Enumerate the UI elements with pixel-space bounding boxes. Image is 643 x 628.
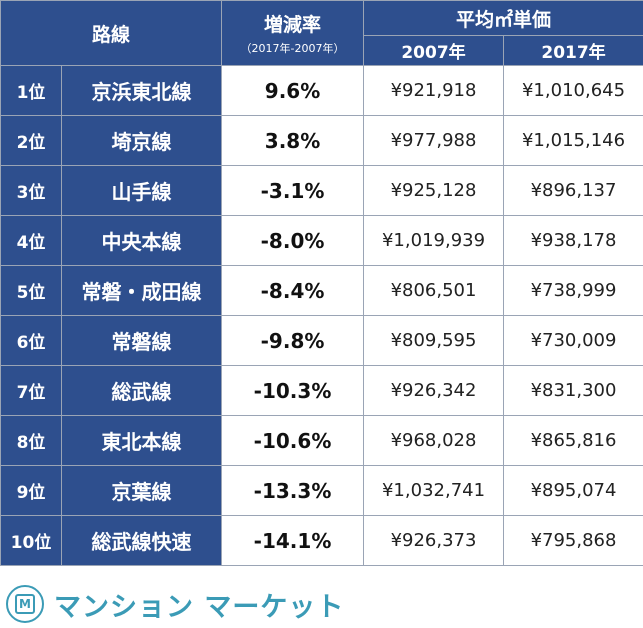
- rank-cell: 8位: [0, 415, 62, 466]
- price-2007-cell: ¥809,595: [363, 315, 505, 366]
- rank-cell: 7位: [0, 365, 62, 416]
- table-row: 10位 総武線快速 -14.1% ¥926,373 ¥795,868: [0, 515, 643, 566]
- price-2017-cell: ¥795,868: [503, 515, 643, 566]
- rank-cell: 10位: [0, 515, 62, 566]
- header-year-2017: 2017年: [503, 35, 643, 66]
- price-2017-cell: ¥730,009: [503, 315, 643, 366]
- header-line: 路線: [0, 0, 223, 66]
- price-2017-cell: ¥938,178: [503, 215, 643, 266]
- price-2017-cell: ¥865,816: [503, 415, 643, 466]
- header-rate-sub: （2017年-2007年）: [240, 42, 345, 55]
- line-name-cell: 山手線: [60, 165, 223, 216]
- rate-cell: -14.1%: [221, 515, 365, 566]
- rate-cell: -8.4%: [221, 265, 365, 316]
- ranking-table: 路線 増減率 （2017年-2007年） 平均㎡単価 2007年 2017年 1…: [0, 0, 643, 566]
- rate-cell: -9.8%: [221, 315, 365, 366]
- rate-cell: -3.1%: [221, 165, 365, 216]
- rate-cell: -10.6%: [221, 415, 365, 466]
- line-name-cell: 京葉線: [60, 465, 223, 516]
- table-row: 6位 常磐線 -9.8% ¥809,595 ¥730,009: [0, 315, 643, 366]
- table-row: 2位 埼京線 3.8% ¥977,988 ¥1,015,146: [0, 115, 643, 166]
- building-logo-icon: M: [6, 585, 44, 623]
- rate-cell: 9.6%: [221, 65, 365, 116]
- price-2017-cell: ¥738,999: [503, 265, 643, 316]
- rank-cell: 5位: [0, 265, 62, 316]
- table-row: 3位 山手線 -3.1% ¥925,128 ¥896,137: [0, 165, 643, 216]
- rate-cell: -8.0%: [221, 215, 365, 266]
- price-2017-cell: ¥1,010,645: [503, 65, 643, 116]
- line-name-cell: 中央本線: [60, 215, 223, 266]
- price-2007-cell: ¥925,128: [363, 165, 505, 216]
- line-name-cell: 総武線快速: [60, 515, 223, 566]
- header-avg-price: 平均㎡単価: [363, 0, 643, 36]
- table-row: 5位 常磐・成田線 -8.4% ¥806,501 ¥738,999: [0, 265, 643, 316]
- line-name-cell: 東北本線: [60, 415, 223, 466]
- line-name-cell: 総武線: [60, 365, 223, 416]
- rank-cell: 1位: [0, 65, 62, 116]
- table-row: 7位 総武線 -10.3% ¥926,342 ¥831,300: [0, 365, 643, 416]
- line-name-cell: 京浜東北線: [60, 65, 223, 116]
- price-2007-cell: ¥921,918: [363, 65, 505, 116]
- price-2017-cell: ¥1,015,146: [503, 115, 643, 166]
- price-2007-cell: ¥926,373: [363, 515, 505, 566]
- price-2017-cell: ¥831,300: [503, 365, 643, 416]
- price-2007-cell: ¥1,032,741: [363, 465, 505, 516]
- rate-cell: -10.3%: [221, 365, 365, 416]
- line-name-cell: 埼京線: [60, 115, 223, 166]
- rank-cell: 2位: [0, 115, 62, 166]
- brand-name: マンション マーケット: [54, 591, 345, 623]
- rank-cell: 9位: [0, 465, 62, 516]
- price-2017-cell: ¥896,137: [503, 165, 643, 216]
- table-row: 9位 京葉線 -13.3% ¥1,032,741 ¥895,074: [0, 465, 643, 516]
- line-name-cell: 常磐線: [60, 315, 223, 366]
- brand: M マンション マーケット: [6, 580, 344, 628]
- header-year-2007: 2007年: [363, 35, 505, 66]
- price-2007-cell: ¥1,019,939: [363, 215, 505, 266]
- rate-cell: 3.8%: [221, 115, 365, 166]
- rank-cell: 3位: [0, 165, 62, 216]
- table-row: 8位 東北本線 -10.6% ¥968,028 ¥865,816: [0, 415, 643, 466]
- price-2007-cell: ¥977,988: [363, 115, 505, 166]
- table-body: 1位 京浜東北線 9.6% ¥921,918 ¥1,010,645 2位 埼京線 3.8% ¥9…: [0, 65, 643, 566]
- rank-cell: 4位: [0, 215, 62, 266]
- price-2007-cell: ¥968,028: [363, 415, 505, 466]
- price-2007-cell: ¥926,342: [363, 365, 505, 416]
- line-name-cell: 常磐・成田線: [60, 265, 223, 316]
- rate-cell: -13.3%: [221, 465, 365, 516]
- header-rate-label: 増減率: [264, 14, 322, 36]
- price-2017-cell: ¥895,074: [503, 465, 643, 516]
- table-row: 4位 中央本線 -8.0% ¥1,019,939 ¥938,178: [0, 215, 643, 266]
- price-2007-cell: ¥806,501: [363, 265, 505, 316]
- header-rate: 増減率 （2017年-2007年）: [221, 0, 365, 66]
- table-row: 1位 京浜東北線 9.6% ¥921,918 ¥1,010,645: [0, 65, 643, 116]
- logo-letter: M: [15, 594, 35, 614]
- rank-cell: 6位: [0, 315, 62, 366]
